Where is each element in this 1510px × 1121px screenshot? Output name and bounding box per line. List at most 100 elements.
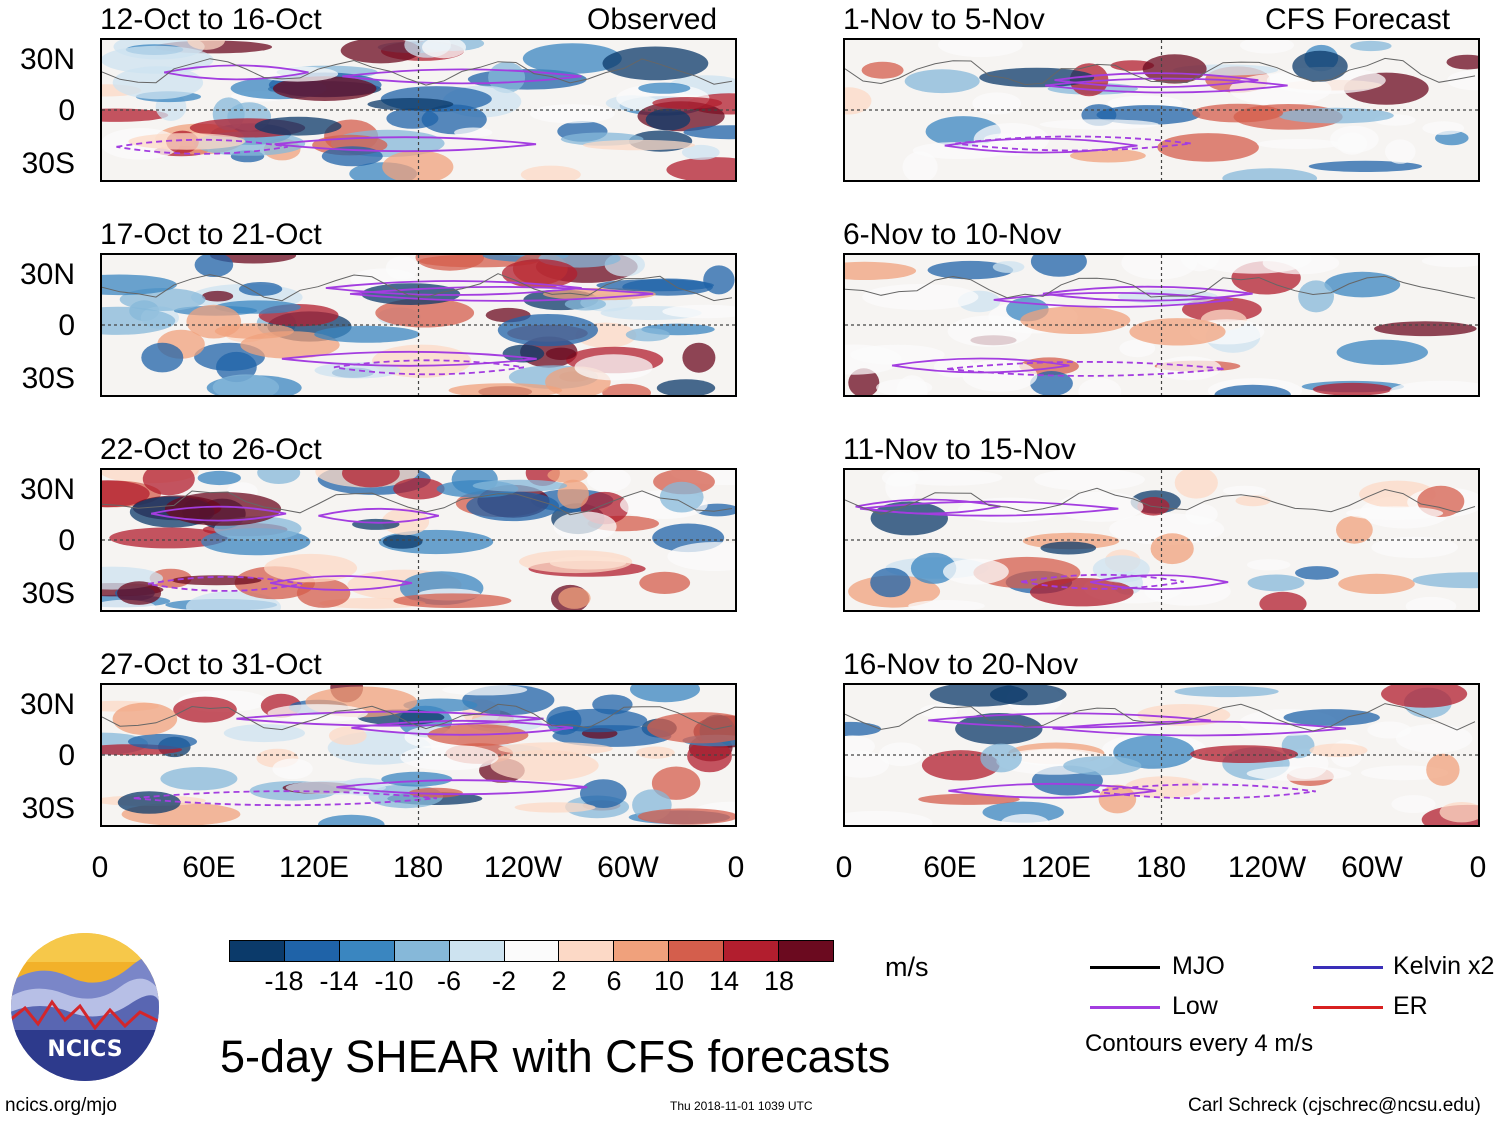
shear-anomaly-blob — [141, 342, 184, 373]
low-frequency-contour — [150, 505, 287, 522]
shear-anomaly-blob — [514, 802, 596, 813]
coastline — [102, 703, 733, 731]
shear-anomaly-blob — [553, 511, 617, 542]
colorbar-label: -2 — [491, 966, 516, 996]
shear-anomaly-blob — [1157, 133, 1259, 162]
shear-anomaly-blob — [1324, 271, 1401, 298]
shear-anomaly-blob — [403, 698, 478, 712]
shear-anomaly-blob — [1246, 766, 1352, 781]
shear-anomaly-blob — [929, 685, 1028, 707]
shear-anomaly-blob — [908, 600, 985, 610]
shear-anomaly-blob — [574, 354, 653, 381]
ylabel-30n: 30N — [19, 43, 75, 76]
shear-anomaly-blob — [904, 69, 980, 94]
shear-anomaly-blob — [128, 133, 246, 150]
shear-anomaly-blob — [870, 567, 911, 598]
shear-anomaly-blob — [1336, 339, 1428, 365]
shear-anomaly-blob — [845, 735, 875, 757]
shear-anomaly-blob — [272, 758, 313, 780]
low-frequency-contour — [116, 138, 288, 155]
shear-anomaly-blob — [1374, 321, 1477, 337]
shear-anomaly-blob — [375, 298, 475, 328]
shear-anomaly-blob — [1247, 574, 1305, 592]
legend-kelvin: Kelvin x2 — [1393, 952, 1495, 980]
shear-anomaly-blob — [117, 791, 181, 814]
shear-anomaly-blob — [545, 347, 577, 360]
colorbar-cell — [723, 940, 780, 962]
shear-anomaly-blob — [659, 481, 704, 513]
shear-anomaly-blob — [1391, 795, 1436, 814]
shear-anomaly-blob — [1421, 255, 1478, 268]
shear-anomaly-blob — [1001, 814, 1049, 825]
xlabel-120e: 120E — [278, 851, 350, 884]
shear-anomaly-blob — [962, 359, 1038, 392]
shear-anomaly-blob — [1185, 504, 1218, 525]
colorbar-label: 2 — [551, 966, 567, 996]
coastline — [845, 703, 1476, 732]
legend-line-low — [1090, 1006, 1160, 1009]
shear-field — [845, 685, 1478, 825]
shear-anomaly-blob — [1156, 356, 1222, 381]
shear-anomaly-blob — [845, 750, 890, 778]
legend-line-mjo — [1090, 966, 1160, 969]
shear-anomaly-blob — [1034, 470, 1145, 491]
coastline — [102, 273, 733, 302]
shear-anomaly-blob — [1192, 103, 1283, 123]
low-frequency-contour — [891, 357, 1070, 374]
shear-anomaly-blob — [652, 97, 723, 109]
shear-anomaly-blob — [558, 587, 591, 609]
map-panel-obs-3 — [100, 468, 737, 612]
shear-anomaly-blob — [215, 300, 301, 314]
shear-anomaly-blob — [1412, 572, 1478, 589]
colorbar-cell — [778, 940, 834, 962]
shear-anomaly-blob — [382, 150, 454, 180]
panel-title-3: 22-Oct to 26-Oct — [100, 433, 322, 466]
shear-anomaly-blob — [845, 261, 917, 280]
low-frequency-contour — [333, 359, 525, 376]
shear-anomaly-blob — [1308, 160, 1423, 172]
shear-anomaly-blob — [878, 742, 924, 767]
map-panel-obs-1 — [100, 38, 737, 182]
colorbar-cell — [613, 940, 670, 962]
shear-anomaly-blob — [1174, 470, 1218, 499]
shear-anomaly-blob — [352, 518, 400, 530]
xlabel-120w: 120W — [483, 851, 563, 884]
low-frequency-contour — [955, 135, 1192, 152]
shear-anomaly-blob — [845, 721, 882, 737]
shear-anomaly-blob — [1121, 255, 1198, 280]
shear-anomaly-blob — [519, 550, 633, 574]
colorbar-cell — [503, 940, 560, 962]
xlabel-60e: 60E — [923, 851, 977, 884]
shear-anomaly-blob — [921, 750, 1000, 781]
shear-anomaly-blob — [703, 265, 735, 295]
ylabel-30s: 30S — [21, 792, 75, 825]
ylabel-eq: 0 — [58, 524, 75, 557]
shear-anomaly-blob — [637, 808, 735, 825]
logo-text: NCICS — [47, 1037, 122, 1062]
shear-anomaly-blob — [1336, 132, 1368, 155]
shear-anomaly-blob — [972, 92, 1022, 115]
shear-anomaly-blob — [1150, 533, 1194, 565]
low-frequency-contour — [948, 782, 1157, 799]
low-frequency-contour — [860, 500, 1119, 517]
shear-anomaly-blob — [194, 255, 234, 277]
map-panel-fcst-4 — [843, 683, 1480, 827]
ylabel-30s: 30S — [21, 577, 75, 610]
shear-anomaly-blob — [1338, 573, 1415, 594]
colorbar-cell — [283, 940, 340, 962]
shear-anomaly-blob — [454, 127, 493, 138]
low-frequency-contour — [1054, 72, 1259, 88]
colorbar-label: -10 — [374, 966, 414, 996]
coastline — [102, 58, 733, 86]
panel-title-7: 11-Nov to 15-Nov — [843, 433, 1076, 466]
shear-anomaly-blob — [1447, 70, 1478, 91]
map-panel-fcst-2 — [843, 253, 1480, 397]
low-frequency-contour — [133, 790, 437, 807]
shear-anomaly-blob — [683, 125, 735, 140]
shear-anomaly-blob — [651, 766, 701, 800]
shear-anomaly-blob — [1336, 515, 1373, 544]
shear-anomaly-blob — [910, 552, 957, 584]
shear-anomaly-blob — [1292, 50, 1348, 82]
colorbar-cell — [393, 940, 450, 962]
shear-anomaly-blob — [142, 470, 195, 496]
